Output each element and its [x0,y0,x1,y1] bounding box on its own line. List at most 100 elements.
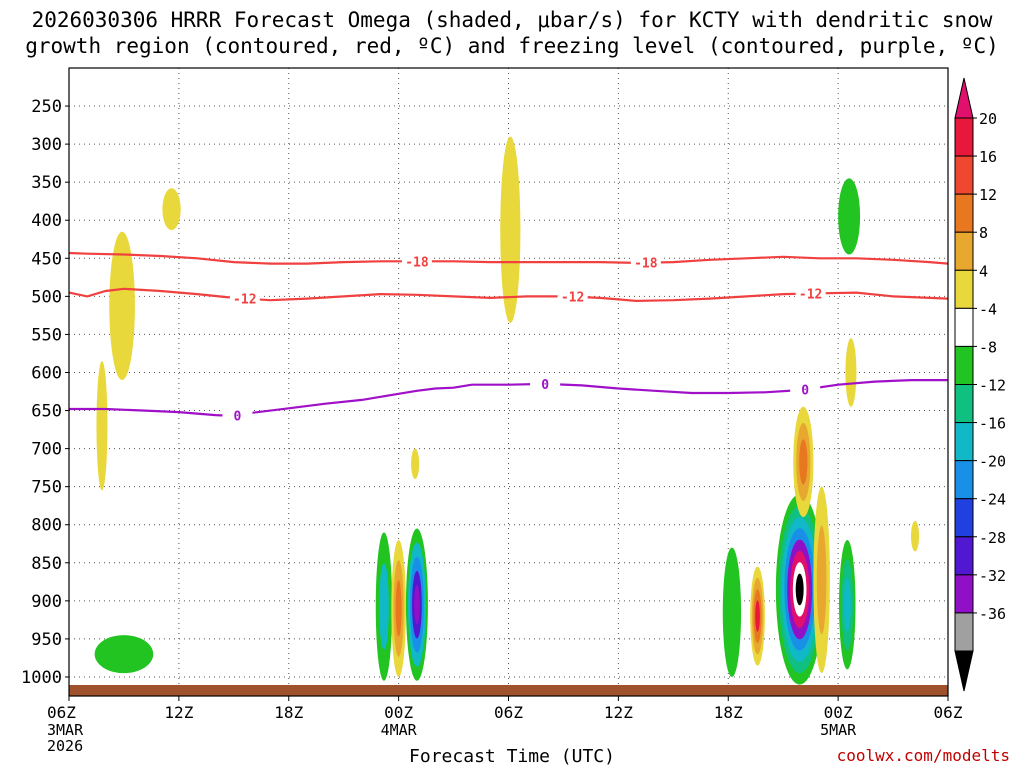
y-tick-label: 750 [31,478,62,498]
contour-label-bg [229,290,260,307]
colorbar-label: 8 [979,224,988,242]
cell-00z-cold-ring-4 [414,584,420,625]
cell-2030z-warm-upper-ring-2 [799,439,808,485]
y-tick-label: 950 [31,630,62,650]
x-tick-label: 06Z [934,703,963,722]
colorbar-segment [954,269,974,309]
colorbar-label: -32 [979,567,1006,585]
chart-title-line2: growth region (contoured, red, ºC) and f… [25,34,999,58]
omega-yellow-12z [162,188,181,231]
contour-label-bg [795,285,826,302]
x-tick-label: 18Z [714,703,743,722]
cell-2030z-cold-ring-7 [795,573,804,606]
y-tick-label: 500 [31,287,62,307]
contour-label-bg [222,407,253,424]
x-tick-date: 5MAR [820,721,857,739]
colorbar-label: -4 [979,300,997,318]
terrain-strip [69,685,948,696]
y-tick-label: 700 [31,440,62,460]
omega-yellow-left-upper [109,231,135,381]
credit-link[interactable]: coolwx.com/modelts [836,746,1010,765]
x-tick-date: 3MAR [47,721,84,739]
colorbar-segment [954,536,974,576]
y-tick-label: 650 [31,402,62,422]
y-tick-label: 300 [31,135,62,155]
colorbar-label: -12 [979,377,1006,395]
x-tick-year: 2026 [47,737,83,755]
contour-label-bg [530,375,561,392]
omega-yellow-06z-column [500,136,521,324]
colorbar-label: -20 [979,453,1006,471]
colorbar-label: -36 [979,605,1006,623]
y-tick-label: 850 [31,554,62,574]
y-tick-label: 250 [31,97,62,117]
omega-yellow-right-600 [845,338,857,407]
x-tick-label: 00Z [824,703,853,722]
cell-18z-warm-ring-3 [755,600,760,632]
contour-label-bg [790,381,821,398]
cell-18z-green-ring-0 [722,547,742,677]
x-tick-label: 00Z [384,703,413,722]
colorbar-segment [954,460,974,500]
colorbar-segment [954,574,974,614]
contour-label-dgz-bottom: -12 [799,288,822,303]
colorbar-segment [954,307,974,347]
x-tick-label: 06Z [494,703,523,722]
x-tick-label: 12Z [164,703,193,722]
contour-label-dgz-bottom: -12 [561,291,584,306]
contour-label-bg [630,254,661,271]
y-tick-label: 900 [31,592,62,612]
y-tick-label: 450 [31,249,62,269]
colorbar-segment [954,345,974,385]
contour-label-bg [401,253,432,270]
omega-green-upper-right [838,178,861,255]
y-tick-label: 350 [31,173,62,193]
x-tick-date: 4MAR [381,721,418,739]
x-axis-title: Forecast Time (UTC) [409,746,615,767]
colorbar-segment [954,155,974,195]
y-tick-label: 600 [31,363,62,383]
colorbar-label: -8 [979,338,997,356]
cell-00z-warm-ring-2 [395,580,402,637]
omega-yellow-small-00z [411,448,420,480]
colorbar-segment [954,231,974,271]
colorbar-label: -24 [979,491,1006,509]
colorbar-label: -16 [979,415,1006,433]
omega-yellow-right-small [911,520,920,552]
contour-label-dgz-top: -18 [634,257,658,272]
colorbar-label: -28 [979,529,1006,547]
colorbar-label: 12 [979,186,997,204]
y-tick-label: 1000 [21,668,62,688]
colorbar-segment [954,193,974,233]
colorbar-segment [954,612,974,652]
contour-label-freezing-level: 0 [234,409,242,424]
cell-00z-green-ring-1 [379,563,389,650]
x-tick-label: 06Z [47,703,76,722]
colorbar-segment [954,498,974,538]
y-tick-label: 550 [31,325,62,345]
x-tick-label: 12Z [604,703,633,722]
contour-label-dgz-top: -18 [405,255,429,270]
cell-0130z-green-ring-2 [843,578,851,632]
chart-title-line1: 2026030306 HRRR Forecast Omega (shaded, … [31,8,993,32]
colorbar-segment [954,384,974,424]
colorbar-label: 16 [979,148,997,166]
y-tick-label: 800 [31,516,62,536]
cell-2030z-warm-lower-ring-1 [816,525,827,635]
colorbar-segment [954,117,974,157]
contour-label-freezing-level: 0 [801,383,809,398]
contour-label-dgz-bottom: -12 [233,293,256,308]
colorbar-label: 20 [979,110,997,128]
colorbar-label: 4 [979,262,988,280]
contour-label-bg [557,288,588,305]
colorbar-segment [954,422,974,462]
contour-dgz-top [68,251,949,265]
colorbar-bottom-arrow [954,650,974,692]
contour-label-freezing-level: 0 [541,378,549,393]
y-tick-label: 400 [31,211,62,231]
omega-green-surface-left [94,635,154,674]
colorbar-top-arrow [954,77,974,119]
x-tick-label: 18Z [274,703,303,722]
omega-yellow-left-lower [96,361,108,491]
